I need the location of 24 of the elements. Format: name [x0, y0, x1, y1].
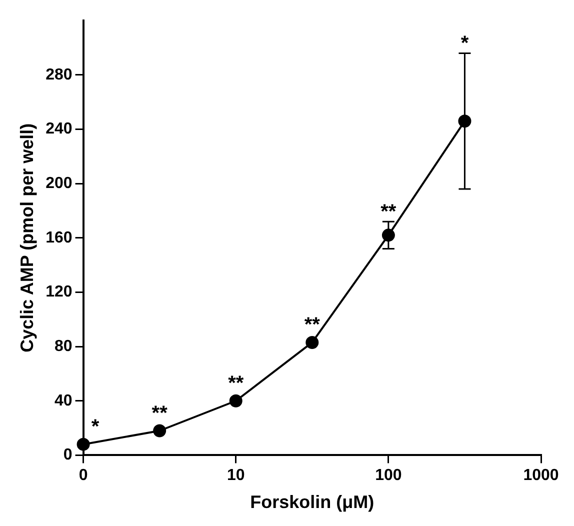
point — [153, 424, 166, 438]
y-tick-label: 160 — [46, 229, 72, 246]
y-axis-title: Cyclic AMP (pmol per well) — [16, 123, 37, 352]
x-axis-title: Forskolin (μM) — [250, 492, 374, 512]
y-tick-label: 80 — [54, 338, 72, 355]
y-tick-label: 120 — [46, 284, 72, 301]
point — [229, 394, 242, 408]
x-tick-label: 100 — [375, 467, 402, 484]
x-tick-label: 0 — [78, 467, 88, 484]
y-tick-label: 240 — [46, 120, 72, 138]
x-tick-label: 1000 — [523, 467, 559, 484]
annotation: ** — [152, 402, 168, 424]
point — [76, 438, 90, 451]
annotation: ** — [304, 314, 320, 336]
x-tick-label: 10 — [226, 467, 245, 484]
annotation: * — [91, 416, 100, 438]
annotation: ** — [380, 201, 396, 224]
annotation: ** — [228, 372, 244, 394]
y-tick-label: 200 — [46, 174, 72, 192]
point — [306, 336, 319, 349]
annotation: * — [460, 32, 469, 55]
y-tick-label: 0 — [63, 446, 72, 464]
y-tick-label: 280 — [46, 66, 72, 84]
y-tick-label: 40 — [54, 392, 72, 410]
